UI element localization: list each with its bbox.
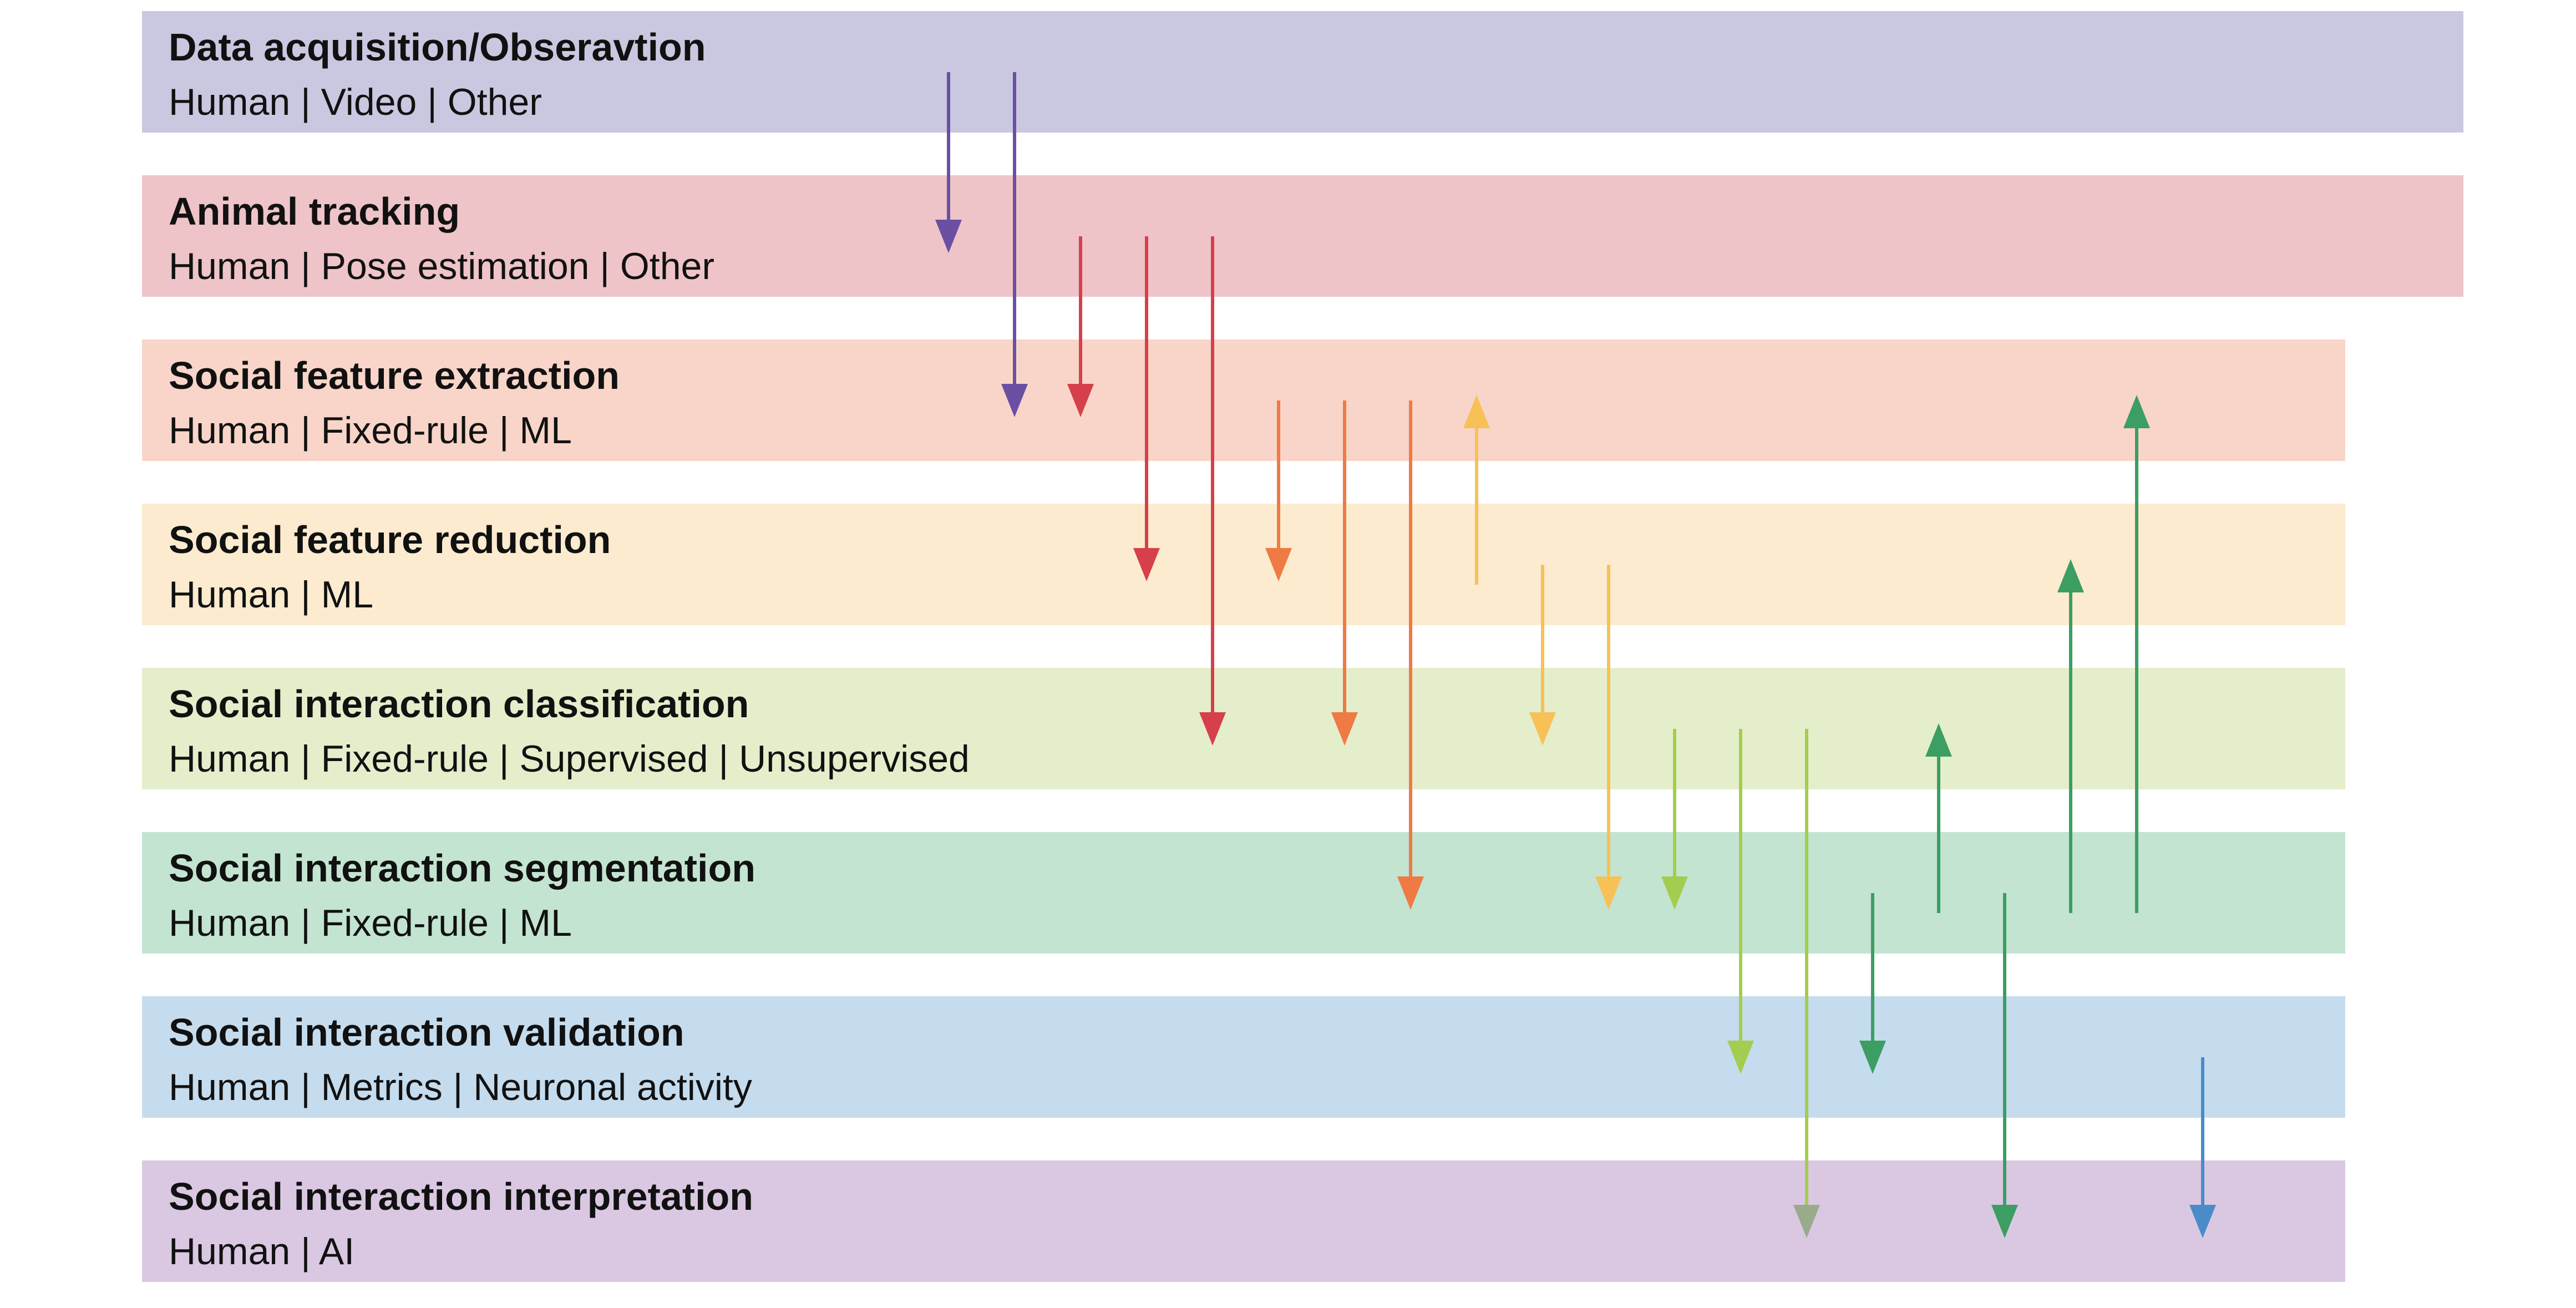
stage-title: Social interaction interpretation bbox=[169, 1175, 754, 1218]
stage-options: Human | AI bbox=[169, 1230, 355, 1272]
stage-title: Animal tracking bbox=[169, 190, 460, 233]
stage-band-social-interaction-interpretation: Social interaction interpretation Human … bbox=[142, 1160, 2345, 1282]
stage-title: Social interaction classification bbox=[169, 682, 749, 726]
stage-options: Human | Fixed-rule | ML bbox=[169, 409, 572, 452]
stage-options: Human | Fixed-rule | ML bbox=[169, 902, 572, 944]
stage-band-data-acquisition: Data acquisition/Obseravtion Human | Vid… bbox=[142, 11, 2463, 133]
stage-options: Human | Fixed-rule | Supervised | Unsupe… bbox=[169, 738, 970, 780]
stage-title: Data acquisition/Obseravtion bbox=[169, 26, 706, 69]
stage-title: Social feature reduction bbox=[169, 518, 611, 561]
stage-band-social-feature-extraction: Social feature extraction Human | Fixed-… bbox=[142, 339, 2345, 461]
stage-title: Social interaction validation bbox=[169, 1011, 684, 1054]
stage-title: Social feature extraction bbox=[169, 354, 620, 397]
stage-band-social-feature-reduction: Social feature reduction Human | ML bbox=[142, 504, 2345, 625]
stage-band-social-interaction-validation: Social interaction validation Human | Me… bbox=[142, 996, 2345, 1118]
stage-options: Human | ML bbox=[169, 574, 374, 616]
stage-band-social-interaction-segmentation: Social interaction segmentation Human | … bbox=[142, 832, 2345, 954]
stage-options: Human | Pose estimation | Other bbox=[169, 245, 714, 287]
stage-band-animal-tracking: Animal tracking Human | Pose estimation … bbox=[142, 175, 2463, 297]
stage-options: Human | Metrics | Neuronal activity bbox=[169, 1066, 752, 1108]
stage-options: Human | Video | Other bbox=[169, 81, 542, 123]
stage-title: Social interaction segmentation bbox=[169, 846, 755, 890]
stage-band-social-interaction-classification: Social interaction classification Human … bbox=[142, 668, 2345, 789]
